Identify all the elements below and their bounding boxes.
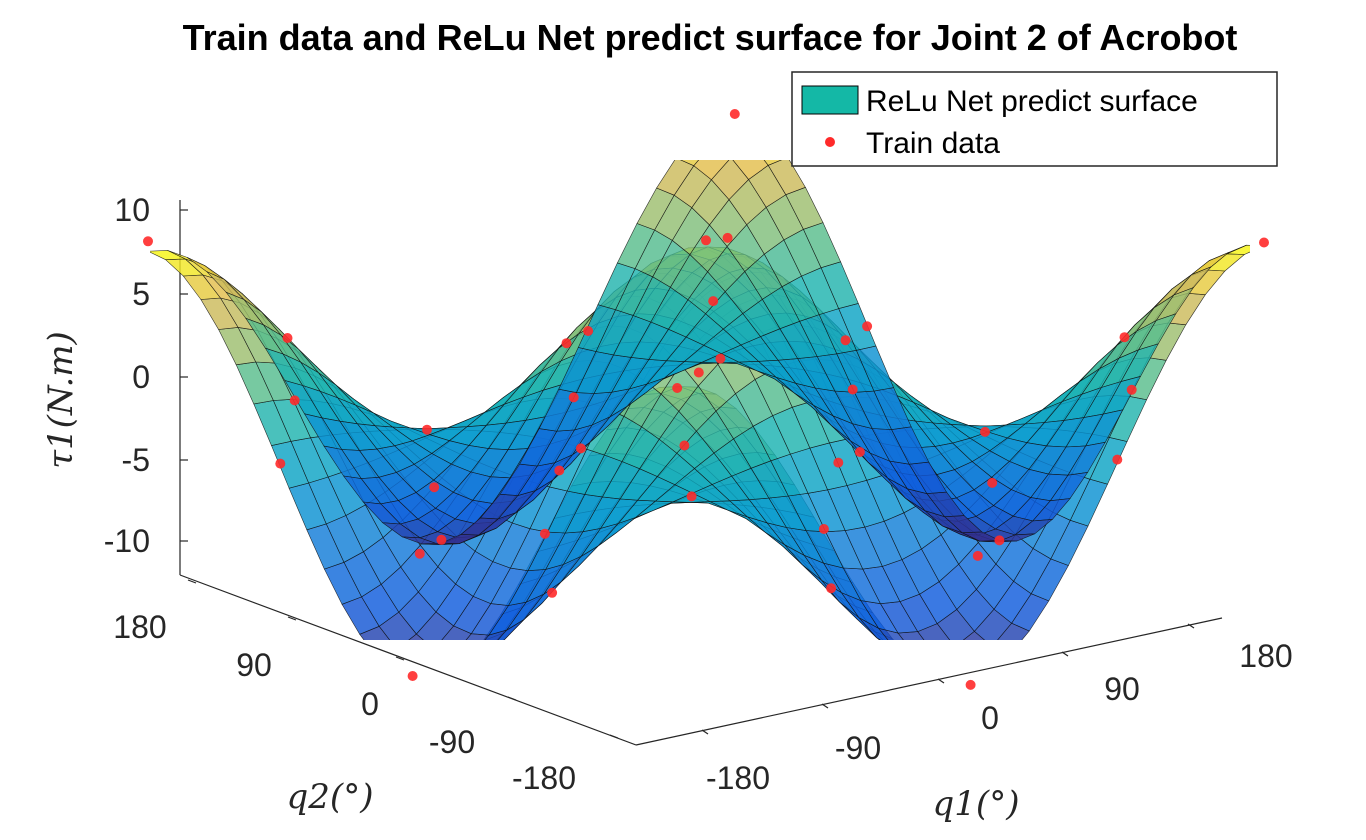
y-tick-label: 180 [113,609,166,645]
surface-patch [763,160,782,166]
train-data-point [1126,384,1137,395]
legend-surface-label: ReLu Net predict surface [866,85,1198,118]
legend: ReLu Net predict surface Train data [791,71,1278,167]
x-tick-label: -180 [706,760,770,796]
train-data-points [143,109,1269,690]
train-data-point [854,447,865,457]
y-tick-label: 90 [236,647,272,683]
x-tick-label: 0 [981,700,999,736]
surface-patch [767,160,806,196]
z-tick-label: -5 [122,442,150,478]
z-tick-label: 0 [132,359,150,395]
y-axis-ticks: -180 -90 0 90 180 [113,579,619,796]
y-tick-mark [187,579,197,584]
x-tick-mark [937,678,945,684]
train-data-point [407,671,418,681]
train-data-point [672,383,683,393]
train-data-point [722,232,733,243]
train-data-point [547,587,558,598]
train-data-point [818,524,829,534]
train-data-point [554,465,565,476]
train-data-point [965,679,976,690]
train-data-point [729,109,740,119]
surface-patch [656,160,695,196]
z-axis-ticks: 10 5 0 -5 -10 [104,192,188,559]
y-axis-label: q2(°) [287,777,374,817]
x-axis-label: q1(°) [933,784,1020,824]
train-data-point [826,583,837,594]
x-tick-label: 180 [1239,638,1292,674]
train-data-point [715,353,726,364]
y-axis-line [179,574,637,746]
chart-title: Train data and ReLu Net predict surface … [183,17,1238,58]
y-tick-mark [395,656,405,661]
train-data-point [833,457,844,468]
z-tick-label: 5 [132,276,150,312]
surface-patch [693,160,730,181]
train-data-point [568,392,579,403]
legend-train-marker [825,137,835,147]
train-data-point [429,482,440,493]
y-tick-mark [507,696,517,701]
train-data-point [1259,237,1269,248]
y-tick-label: 0 [361,686,379,722]
train-data-point [436,534,447,545]
z-tick-label: -10 [104,523,150,559]
train-data-point [583,326,594,336]
x-tick-mark [1187,623,1195,629]
legend-box [791,71,1278,167]
train-data-point [275,458,286,469]
train-data-point [143,236,153,247]
train-data-point [422,424,432,435]
train-data-point [1119,332,1130,343]
x-tick-label: -90 [835,730,881,766]
train-data-point [679,440,690,451]
surface-patch [732,160,769,180]
train-data-point [575,443,586,454]
x-tick-mark [701,729,709,735]
z-axis-label: τ1(N.m) [41,331,81,469]
x-axis-ticks: -180 -90 0 90 180 [701,623,1293,796]
surface-patch [710,160,750,201]
train-data-point [862,321,873,332]
z-tick-label: 10 [114,192,150,228]
y-tick-label: -180 [512,760,576,796]
train-data-point [847,384,858,395]
train-data-point [972,550,983,561]
train-data-point [539,528,550,539]
y-tick-mark [287,616,297,621]
legend-surface-swatch [801,85,859,115]
train-data-point [987,477,998,488]
y-tick-mark [609,734,619,739]
surface-patch [680,160,699,167]
x-tick-label: 90 [1104,671,1140,707]
train-data-point [414,548,425,559]
surface-mesh [150,160,1250,640]
train-data-point [561,338,572,349]
train-data-point [686,491,697,502]
train-data-point [708,296,719,307]
train-data-point [289,395,300,406]
legend-train-label: Train data [866,127,1000,160]
train-data-point [980,426,990,437]
y-tick-label: -90 [429,724,475,760]
train-data-point [701,235,711,246]
train-data-point [282,333,293,343]
train-data-point [840,335,851,346]
train-data-point [1112,454,1123,465]
train-data-point [994,535,1005,546]
train-data-point [693,367,704,378]
x-tick-mark [1061,651,1069,657]
x-tick-mark [821,703,829,709]
x-axis-line [635,617,1223,746]
